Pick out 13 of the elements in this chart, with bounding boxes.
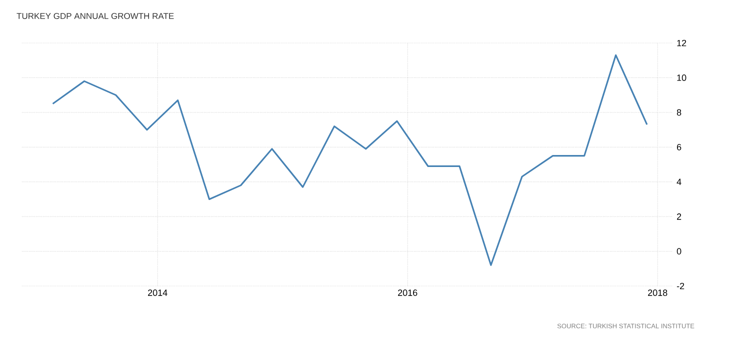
y-tick-label: 4 (676, 178, 682, 185)
x-tick-label: 2014 (148, 290, 168, 296)
y-tick-label: 10 (677, 74, 686, 81)
x-tick-label: 2016 (398, 290, 418, 296)
chart-title: TURKEY GDP ANNUAL GROWTH RATE (16, 12, 174, 19)
y-tick-label: -2 (676, 282, 684, 290)
y-tick-label: 0 (676, 248, 682, 254)
x-tick-label: 2018 (648, 290, 668, 296)
y-tick-label: 12 (677, 40, 686, 46)
y-tick-label: 8 (676, 109, 682, 116)
y-tick-label: 2 (676, 213, 682, 220)
y-tick-label: 6 (676, 144, 682, 150)
line-series (52, 54, 648, 266)
